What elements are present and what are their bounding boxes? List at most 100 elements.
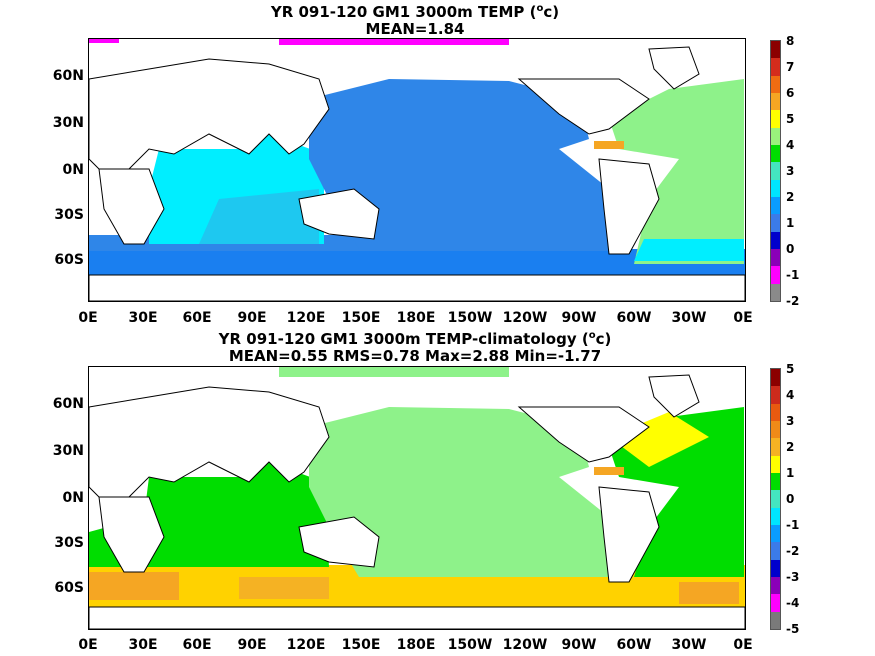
degree-sup: o: [536, 3, 544, 14]
lon-label: 30E: [128, 310, 158, 326]
lon-label: 30E: [128, 637, 158, 653]
antarctica-land: [89, 606, 745, 629]
top-panel-title: YR 091-120 GM1 3000m TEMP (oc) MEAN=1.84: [0, 0, 830, 38]
colorbar-swatch: [771, 75, 780, 93]
colorbar-tick-label: 2: [786, 190, 795, 204]
colorbar-swatch: [771, 266, 780, 284]
north-atlantic-warm: [609, 412, 709, 467]
colorbar-tick-label: 1: [786, 466, 795, 480]
lat-label: 0N: [62, 162, 84, 178]
colorbar-swatch: [771, 179, 780, 197]
colorbar-tick-label: 0: [786, 492, 795, 506]
colorbar-swatch: [771, 507, 780, 525]
colorbar-tick-label: -2: [786, 294, 800, 308]
colorbar-tick-label: 4: [786, 388, 795, 402]
colorbar-swatch: [771, 455, 780, 473]
lon-label: 120E: [286, 637, 326, 653]
antarctica-land: [89, 274, 745, 301]
colorbar-swatch: [771, 576, 780, 595]
south-america-land: [598, 486, 660, 583]
colorbar-swatch: [771, 248, 780, 267]
indian-ocean-south: [199, 189, 319, 244]
lon-label: 150E: [341, 637, 381, 653]
africa-land: [98, 496, 165, 573]
colorbar-tick-label: 1: [786, 216, 795, 230]
colorbar-swatch: [771, 127, 780, 145]
lon-label: 90W: [561, 637, 597, 653]
lon-label: 150W: [447, 637, 493, 653]
colorbar-swatch: [771, 58, 780, 76]
lon-label: 60W: [616, 310, 652, 326]
lon-label: 120E: [286, 310, 326, 326]
lon-label: 150E: [341, 310, 381, 326]
lat-label: 60S: [54, 580, 84, 596]
colorbar-tick-label: 6: [786, 86, 795, 100]
lon-label: 0E: [733, 637, 753, 653]
arctic-patch: [279, 39, 509, 45]
colorbar-swatch: [771, 420, 780, 439]
colorbar-tick-label: -5: [786, 622, 800, 636]
lon-label: 60W: [616, 637, 652, 653]
pacific-ocean: [309, 79, 614, 249]
colorbar-tick-label: 5: [786, 112, 795, 126]
colorbar-swatch: [771, 162, 780, 180]
pacific-ocean: [309, 407, 614, 577]
atlantic-ocean: [609, 79, 744, 264]
colorbar-swatch: [771, 559, 780, 577]
lat-label: 60N: [52, 68, 84, 84]
australia-land: [298, 516, 380, 568]
lon-label: 30W: [671, 310, 707, 326]
lon-label: 120W: [502, 310, 548, 326]
lon-label: 30W: [671, 637, 707, 653]
lon-label: 60E: [182, 310, 212, 326]
top-colorbar: [770, 40, 781, 302]
australia-land: [298, 188, 380, 240]
colorbar-tick-label: 4: [786, 138, 795, 152]
colorbar-swatch: [771, 283, 780, 301]
title-text: YR 091-120 GM1 3000m TEMP (: [270, 3, 537, 21]
colorbar-tick-label: 8: [786, 34, 795, 48]
colorbar-tick-label: -3: [786, 570, 800, 584]
colorbar-swatch: [771, 490, 780, 508]
lat-label: 30S: [54, 207, 84, 223]
top-panel-stats: MEAN=1.84: [365, 20, 465, 38]
lon-label: 0E: [733, 310, 753, 326]
colorbar-swatch: [771, 386, 780, 404]
colorbar-tick-label: 3: [786, 414, 795, 428]
title-text-close: ): [604, 330, 612, 348]
bottom-colorbar: [770, 368, 781, 630]
colorbar-swatch: [771, 41, 780, 59]
bottom-map: [88, 366, 746, 630]
colorbar-tick-label: 7: [786, 60, 795, 74]
africa-land: [98, 168, 165, 245]
colorbar-tick-label: -1: [786, 518, 800, 532]
top-map-svg: [89, 39, 745, 301]
title-text-close: ): [552, 3, 560, 21]
lat-label: 60N: [52, 396, 84, 412]
colorbar-swatch: [771, 144, 780, 163]
colorbar-swatch: [771, 369, 780, 387]
lon-label: 60E: [182, 637, 212, 653]
lat-label: 30S: [54, 535, 84, 551]
unit-text: c: [595, 330, 605, 348]
caribbean-warm-patch: [594, 141, 624, 149]
southern-orange-patch: [679, 582, 739, 604]
lon-label: 0E: [78, 310, 98, 326]
colorbar-swatch: [771, 110, 780, 128]
bottom-panel-stats: MEAN=0.55 RMS=0.78 Max=2.88 Min=-1.77: [228, 347, 602, 365]
lon-label: 150W: [447, 310, 493, 326]
colorbar-tick-label: 5: [786, 362, 795, 376]
lon-label: 90E: [237, 310, 267, 326]
colorbar-swatch: [771, 472, 780, 491]
lat-label: 30N: [52, 115, 84, 131]
colorbar-swatch: [771, 524, 780, 543]
colorbar-swatch: [771, 92, 780, 111]
arctic-patch: [279, 367, 509, 377]
north-america-land: [517, 406, 650, 463]
lon-label: 120W: [502, 637, 548, 653]
colorbar-swatch: [771, 594, 780, 612]
colorbar-swatch: [771, 542, 780, 560]
lon-label: 180E: [396, 310, 436, 326]
south-america-land: [598, 158, 660, 255]
greenland-land: [648, 46, 700, 90]
